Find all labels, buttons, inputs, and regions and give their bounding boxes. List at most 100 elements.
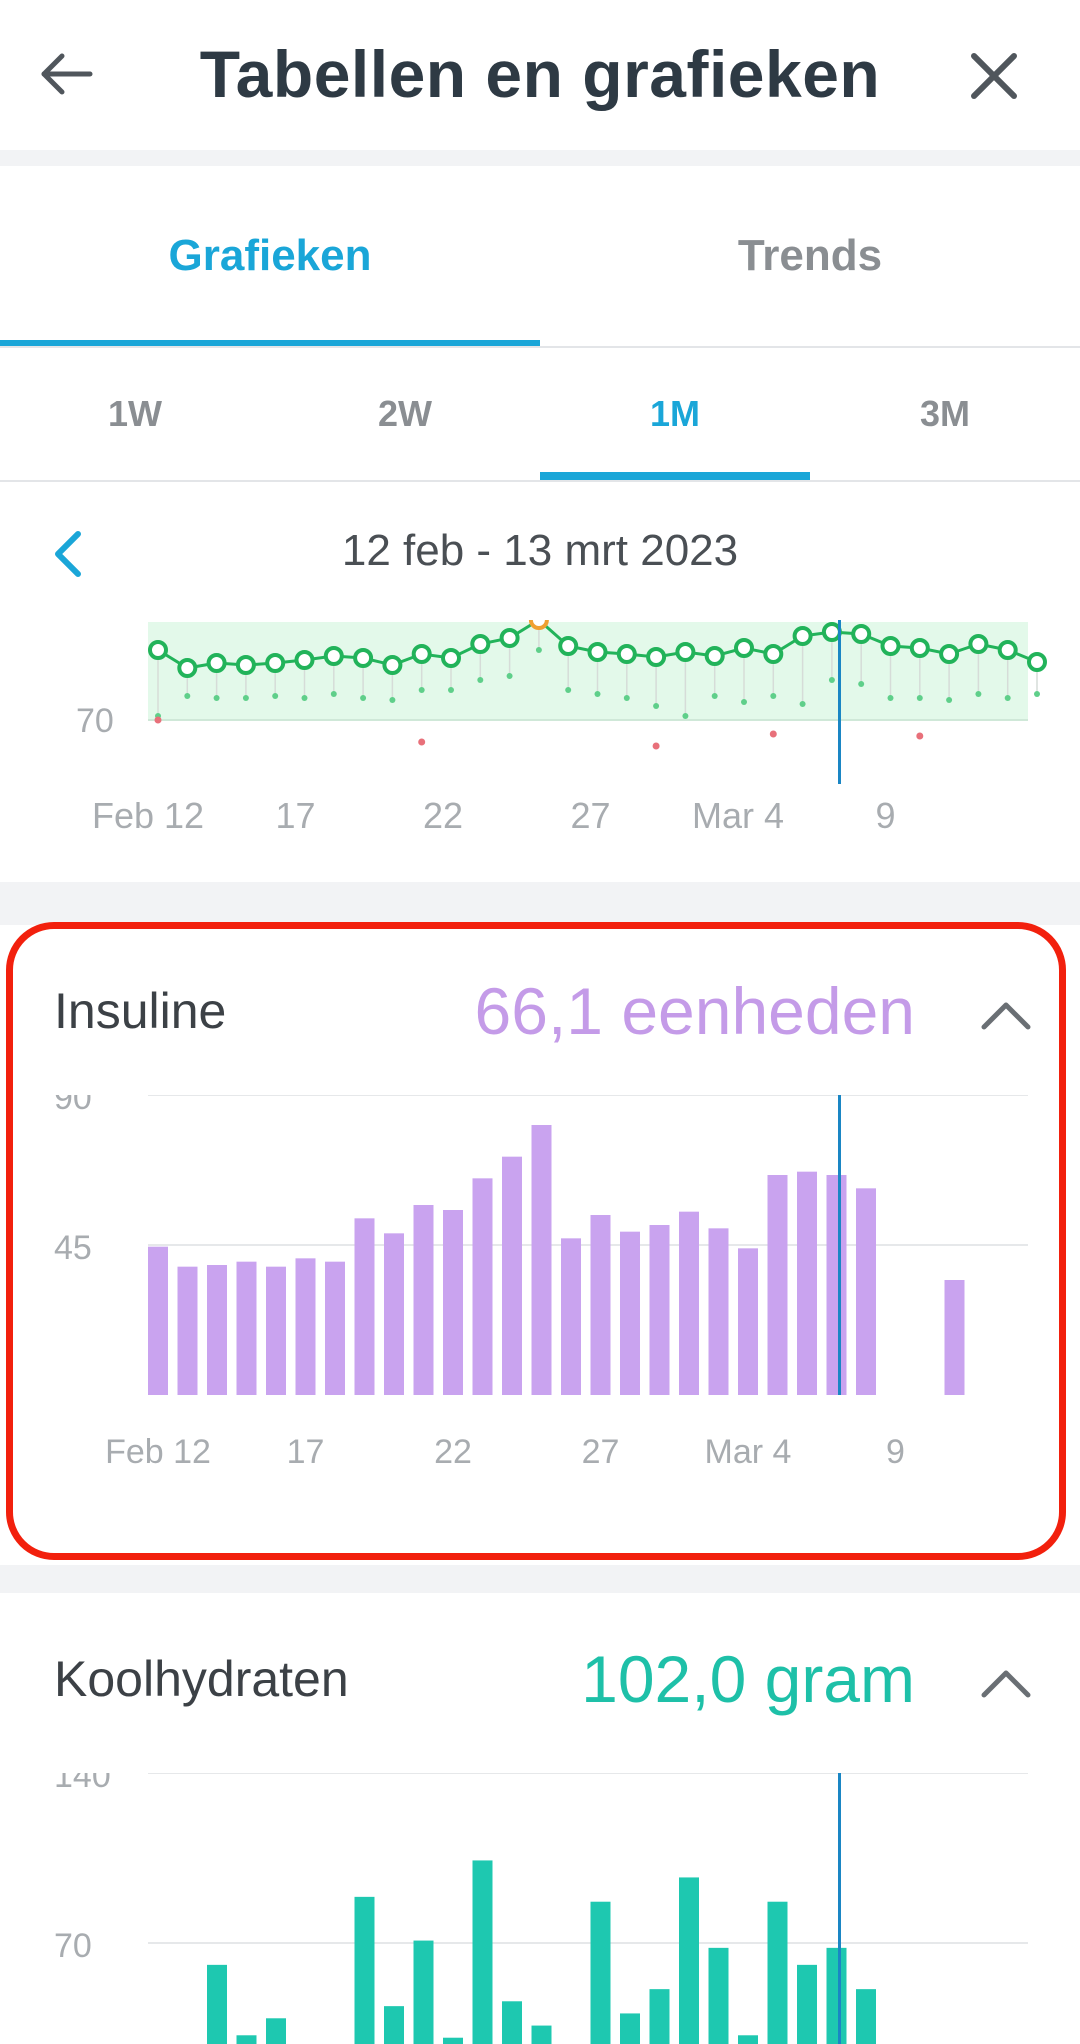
active-range-indicator: [540, 472, 810, 480]
carbs-bar: [797, 1964, 817, 2044]
min-dot: [1034, 691, 1040, 697]
min-dot: [594, 691, 601, 697]
min-dot: [623, 695, 630, 701]
insulin-chart[interactable]: 90 45 Feb 12 17 22 27 Mar 4 9: [0, 1095, 1080, 1475]
carbs-bar: [826, 1947, 847, 2044]
close-button[interactable]: [950, 30, 1040, 120]
glucose-point: [148, 640, 168, 660]
close-icon: [971, 53, 1017, 99]
y-tick-label: 90: [54, 1095, 92, 1117]
glucose-point: [792, 626, 813, 646]
carbs-bar: [384, 2006, 404, 2044]
tab-trends[interactable]: Trends: [737, 231, 883, 280]
glucose-point: [323, 646, 344, 666]
insulin-bar: [413, 1205, 434, 1395]
chevron-up-icon: [981, 1670, 1031, 1698]
x-tick-label: Mar 4: [705, 1433, 792, 1471]
insulin-bar: [738, 1248, 758, 1395]
glucose-point: [587, 642, 608, 662]
glucose-point: [499, 628, 520, 648]
glucose-point: [411, 644, 432, 664]
insulin-bar: [384, 1233, 404, 1395]
insulin-bar: [266, 1266, 286, 1395]
carbs-collapse-button[interactable]: [966, 1645, 1046, 1725]
insulin-bar: [472, 1178, 493, 1395]
glucose-point: [821, 622, 842, 642]
carbs-card: Koolhydraten 102,0 gram 140 70: [0, 1593, 1080, 2044]
min-dot: [1004, 695, 1011, 701]
carbs-bar: [620, 2013, 640, 2044]
glucose-point: [968, 634, 989, 654]
carbs-bar: [679, 1877, 699, 2044]
insulin-bar: [944, 1280, 965, 1395]
glucose-point: [528, 610, 549, 630]
previous-period-button[interactable]: [40, 512, 100, 592]
insulin-title: Insuline: [54, 983, 227, 1039]
insulin-collapse-button[interactable]: [966, 977, 1046, 1057]
min-dot: [213, 695, 220, 701]
low-reading-dot: [418, 738, 426, 746]
range-2w[interactable]: 2W: [378, 393, 432, 434]
carbs-bar: [207, 1964, 227, 2044]
carbs-bar: [266, 2018, 286, 2044]
x-tick-label: Mar 4: [692, 795, 784, 836]
x-tick-label: 17: [287, 1433, 325, 1471]
page-title: Tabellen en grafieken: [199, 37, 881, 111]
insulin-total: 66,1 eenheden: [474, 974, 915, 1048]
back-button[interactable]: [30, 30, 110, 120]
insulin-bar: [679, 1211, 699, 1395]
x-tick-label: 17: [275, 795, 315, 836]
low-reading-dot: [652, 742, 660, 750]
min-dot: [916, 695, 923, 701]
carbs-bar: [531, 2025, 552, 2044]
glucose-point: [1027, 652, 1047, 672]
divider: [0, 346, 1080, 348]
carbs-bar: [590, 1901, 611, 2044]
y-tick-label: 70: [76, 702, 114, 740]
x-tick-label: 27: [582, 1433, 620, 1471]
low-reading-dot: [916, 732, 924, 740]
insulin-bar: [856, 1188, 876, 1395]
glucose-point: [470, 634, 491, 654]
glucose-point: [294, 650, 315, 670]
glucose-point: [382, 655, 403, 675]
range-1w[interactable]: 1W: [108, 393, 162, 434]
glucose-point: [616, 644, 637, 664]
glucose-point: [675, 642, 696, 662]
chevron-left-icon: [55, 531, 81, 577]
carbs-bar: [767, 1901, 788, 2044]
insulin-card: Insuline 66,1 eenheden 90 45 Feb 12 17 22 27 M…: [0, 925, 1080, 1565]
insulin-bar: [826, 1175, 847, 1395]
carbs-bar: [708, 1947, 729, 2044]
carbs-bar: [472, 1860, 493, 2044]
insulin-bar: [354, 1218, 375, 1395]
glucose-point: [851, 624, 872, 644]
date-range-label: 12 feb - 13 mrt 2023: [341, 526, 739, 575]
min-dot: [184, 693, 191, 699]
range-1m[interactable]: 1M: [649, 393, 700, 434]
x-tick-label: 22: [423, 795, 463, 836]
range-3m[interactable]: 3M: [919, 393, 970, 434]
carbs-bar: [856, 1989, 876, 2044]
app-header: Tabellen en grafieken: [0, 0, 1080, 150]
glucose-chart[interactable]: 70 Feb 12 17 22 27 Mar 4 9: [0, 610, 1080, 882]
glucose-point: [646, 647, 667, 667]
insulin-bar: [590, 1215, 611, 1395]
glucose-point: [763, 644, 784, 664]
glucose-point: [880, 636, 901, 656]
min-dot: [887, 695, 894, 701]
insulin-bar: [502, 1156, 522, 1395]
insulin-bar: [443, 1210, 463, 1395]
tab-grafieken[interactable]: Grafieken: [168, 231, 372, 280]
insulin-bar: [708, 1228, 729, 1395]
min-dot: [330, 691, 337, 697]
y-tick-label: 140: [54, 1773, 111, 1795]
min-dot: [770, 693, 777, 699]
carbs-title: Koolhydraten: [54, 1651, 349, 1707]
min-dot: [301, 695, 308, 701]
x-tick-label: 22: [434, 1433, 472, 1471]
carbs-chart[interactable]: 140 70: [0, 1773, 1080, 2044]
insulin-bar: [649, 1225, 670, 1395]
glucose-point: [206, 653, 227, 673]
min-dot: [477, 677, 484, 683]
